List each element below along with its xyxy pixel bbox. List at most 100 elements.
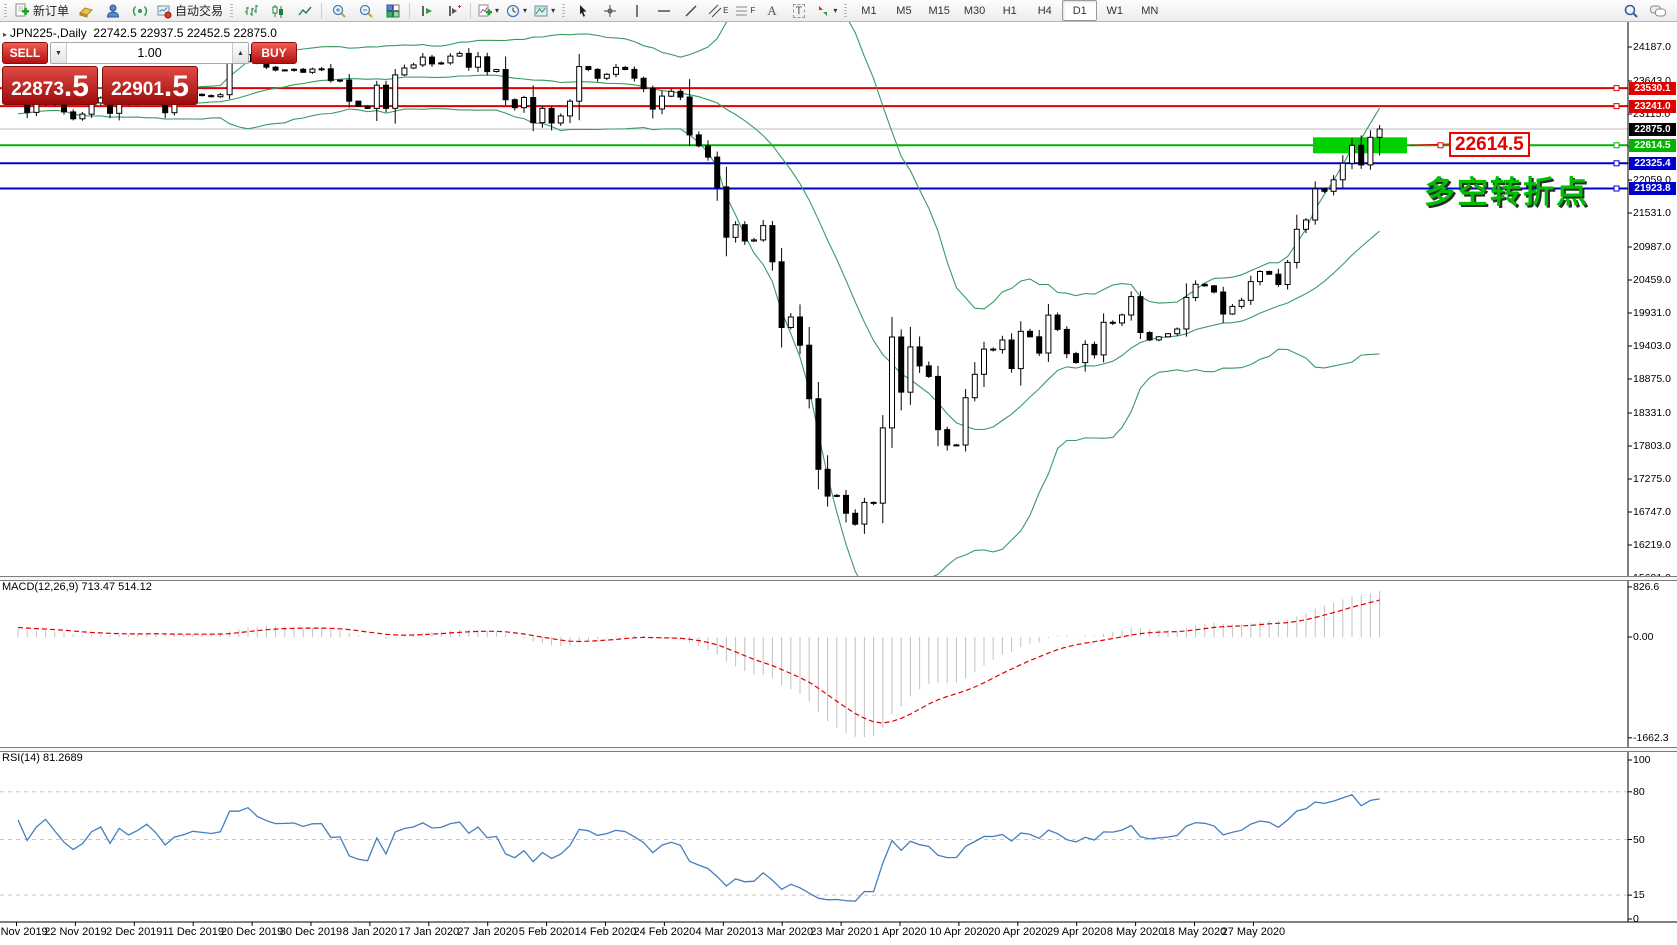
time-axis-label: 13 Mar 2020 — [751, 926, 814, 938]
indicators-button[interactable]: ▾ — [474, 0, 502, 21]
one-click-trading-panel: SELL ▼ ▲ BUY 22873.5 22901.5 — [2, 42, 297, 105]
fibonacci-icon — [736, 6, 748, 15]
macd-signal-line — [17, 599, 1380, 724]
buy-button[interactable]: BUY — [251, 42, 297, 64]
timeframe-MN[interactable]: MN — [1141, 4, 1159, 17]
vertical-line-tool-button[interactable] — [623, 0, 650, 21]
sell-button[interactable]: SELL — [2, 42, 48, 64]
time-axis-label: 29 Apr 2020 — [1047, 926, 1107, 938]
symbol-period: JPN225-,Daily — [10, 26, 87, 40]
timeframe-M1[interactable]: M1 — [861, 4, 877, 17]
price-tick-label: 20987.0 — [1633, 241, 1671, 253]
sell-price-button[interactable]: 22873.5 — [2, 66, 98, 105]
chart-title: ▸ JPN225-,Daily 22742.5 22937.5 22452.5 2… — [3, 26, 277, 40]
horizontal-line-icon — [657, 9, 670, 12]
price-line-badge: 23241.0 — [1629, 99, 1676, 113]
candlestick-mode-button[interactable] — [264, 0, 291, 21]
chart-shift-button[interactable] — [440, 0, 467, 21]
sell-price-fraction: .5 — [63, 70, 89, 103]
arrows-tool-button[interactable]: ▾ — [812, 0, 840, 21]
rsi-value: 81.2689 — [42, 752, 83, 764]
timeframe-M15[interactable]: M15 — [928, 4, 950, 17]
templates-button[interactable]: ▾ — [530, 0, 558, 21]
volume-decrease-button[interactable]: ▼ — [51, 43, 67, 63]
volume-input[interactable] — [67, 43, 232, 63]
price-callout-label[interactable]: 22614.5 — [1449, 132, 1530, 157]
candles — [15, 48, 1383, 534]
price-tick-label: 16219.0 — [1633, 539, 1671, 551]
navigator-icon — [106, 4, 119, 17]
volume-control: ▼ ▲ — [50, 42, 249, 64]
cursor-icon — [579, 4, 587, 17]
macd-name: MACD(12,26,9) — [2, 581, 79, 593]
timeframe-W1[interactable]: W1 — [1106, 4, 1124, 17]
panel-separator[interactable] — [0, 576, 1677, 581]
time-axis-label: 5 Feb 2020 — [518, 926, 575, 938]
text-tool-button[interactable]: A — [758, 0, 785, 21]
time-axis-label: 22 Nov 2019 — [44, 926, 107, 938]
line-anchor[interactable] — [1613, 103, 1620, 110]
rsi-tick-label: 100 — [1633, 754, 1651, 766]
templates-dropdown-arrow[interactable]: ▾ — [551, 6, 556, 15]
toolbar-drag-handle[interactable] — [4, 3, 7, 18]
buy-price-button[interactable]: 22901.5 — [102, 66, 198, 105]
zoom-out-button[interactable] — [352, 0, 379, 21]
toolbar: 新订单 自动交易 — [0, 0, 1677, 22]
templates-icon — [534, 5, 548, 16]
time-axis-label: 30 Dec 2019 — [279, 926, 343, 938]
navigator-button[interactable] — [99, 0, 126, 21]
arrows-dropdown-arrow[interactable]: ▾ — [833, 6, 838, 15]
indicators-icon — [478, 4, 493, 16]
rsi-tick-label: 50 — [1633, 833, 1645, 846]
market-watch-button[interactable] — [72, 0, 99, 21]
fibonacci-tool-button[interactable]: F — [731, 0, 758, 21]
search-icon — [1624, 4, 1638, 18]
auto-scroll-button[interactable] — [413, 0, 440, 21]
cursor-tool-button[interactable] — [569, 0, 596, 21]
time-axis-label: 4 Mar 2020 — [695, 926, 752, 938]
text-label-tool-button[interactable]: T — [785, 0, 812, 21]
toolbar-drag-handle[interactable] — [562, 3, 566, 18]
trendline-tool-button[interactable] — [677, 0, 704, 21]
zoom-in-icon — [332, 4, 346, 18]
search-button[interactable] — [1617, 0, 1644, 21]
volume-increase-button[interactable]: ▲ — [232, 43, 248, 63]
macd-label: MACD(12,26,9) 713.47 514.12 — [2, 581, 152, 593]
channel-tool-button[interactable]: E — [704, 0, 731, 21]
timeframe-M30[interactable]: M30 — [963, 4, 986, 17]
bar-chart-mode-button[interactable] — [237, 0, 264, 21]
line-anchor[interactable] — [1613, 85, 1620, 92]
periods-dropdown-arrow[interactable]: ▾ — [523, 6, 528, 15]
indicators-dropdown-arrow[interactable]: ▾ — [495, 6, 500, 15]
crosshair-tool-button[interactable] — [596, 0, 623, 21]
price-tick-label: 19931.0 — [1633, 307, 1671, 319]
toolbar-drag-handle[interactable] — [230, 3, 234, 18]
text-icon: A — [767, 2, 777, 18]
line-anchor[interactable] — [1613, 142, 1620, 149]
new-order-icon — [15, 3, 29, 16]
time-axis-label: 18 May 2020 — [1162, 926, 1227, 938]
periods-button[interactable]: ▾ — [502, 0, 530, 21]
autotrading-button[interactable]: 自动交易 — [153, 0, 226, 21]
terminal-button[interactable] — [126, 0, 153, 21]
toolbar-drag-handle[interactable] — [844, 3, 848, 18]
time-axis-label: 2 Dec 2019 — [106, 926, 163, 938]
line-chart-mode-button[interactable] — [291, 0, 318, 21]
terminal-icon — [132, 5, 147, 16]
panel-separator[interactable] — [0, 747, 1677, 752]
timeframe-H1[interactable]: H1 — [1002, 4, 1017, 17]
horizontal-line-tool-button[interactable] — [650, 0, 677, 21]
timeframe-D1[interactable]: D1 — [1062, 0, 1098, 21]
tile-windows-button[interactable] — [379, 0, 406, 21]
line-anchor[interactable] — [1613, 160, 1620, 167]
bollinger-middle-band — [17, 74, 1380, 431]
line-anchor[interactable] — [1613, 185, 1620, 192]
timeframe-M5[interactable]: M5 — [896, 4, 912, 17]
new-order-button[interactable]: 新订单 — [11, 0, 72, 21]
chat-button[interactable] — [1644, 0, 1671, 21]
timeframe-H4[interactable]: H4 — [1037, 4, 1052, 17]
arrows-icon — [819, 5, 828, 16]
zoom-in-button[interactable] — [325, 0, 352, 21]
turning-point-annotation[interactable]: 多空转折点 — [1424, 175, 1589, 210]
